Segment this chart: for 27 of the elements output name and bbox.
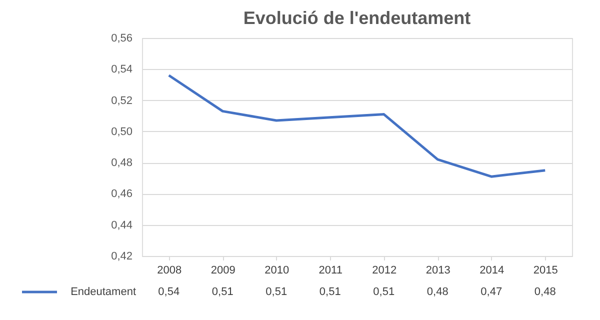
y-tick-label: 0,48 [111,157,132,170]
data-label: 0,51 [266,286,288,298]
x-tick-label: 2010 [264,264,290,276]
y-tick-label: 0,52 [111,94,132,107]
chart-title: Evolució de l'endeutament [243,8,471,28]
data-label: 0,54 [158,286,180,298]
line-series [168,74,546,178]
x-tick-label: 2009 [210,264,236,276]
y-tick-label: 0,46 [111,188,132,200]
x-tick-label: 2013 [426,264,450,276]
legend-label: Endeutament [70,286,136,298]
data-label: 0,51 [319,286,341,298]
x-tick-label: 2008 [157,264,182,276]
x-tick-label: 2011 [318,264,342,276]
data-label: 0,48 [426,286,448,298]
data-label: 0,47 [480,286,502,298]
x-tick-label: 2014 [480,264,504,276]
data-label: 0,51 [212,286,234,298]
x-tick-label: 2012 [372,264,397,276]
y-tick-label: 0,56 [111,32,132,44]
data-label: 0,48 [534,286,556,298]
data-label: 0,51 [373,286,395,298]
y-tick-label: 0,42 [111,250,132,262]
x-tick-label: 2015 [533,264,558,276]
y-tick-label: 0,44 [111,219,132,232]
y-tick-label: 0,54 [111,64,132,76]
y-tick-label: 0,50 [111,126,132,138]
